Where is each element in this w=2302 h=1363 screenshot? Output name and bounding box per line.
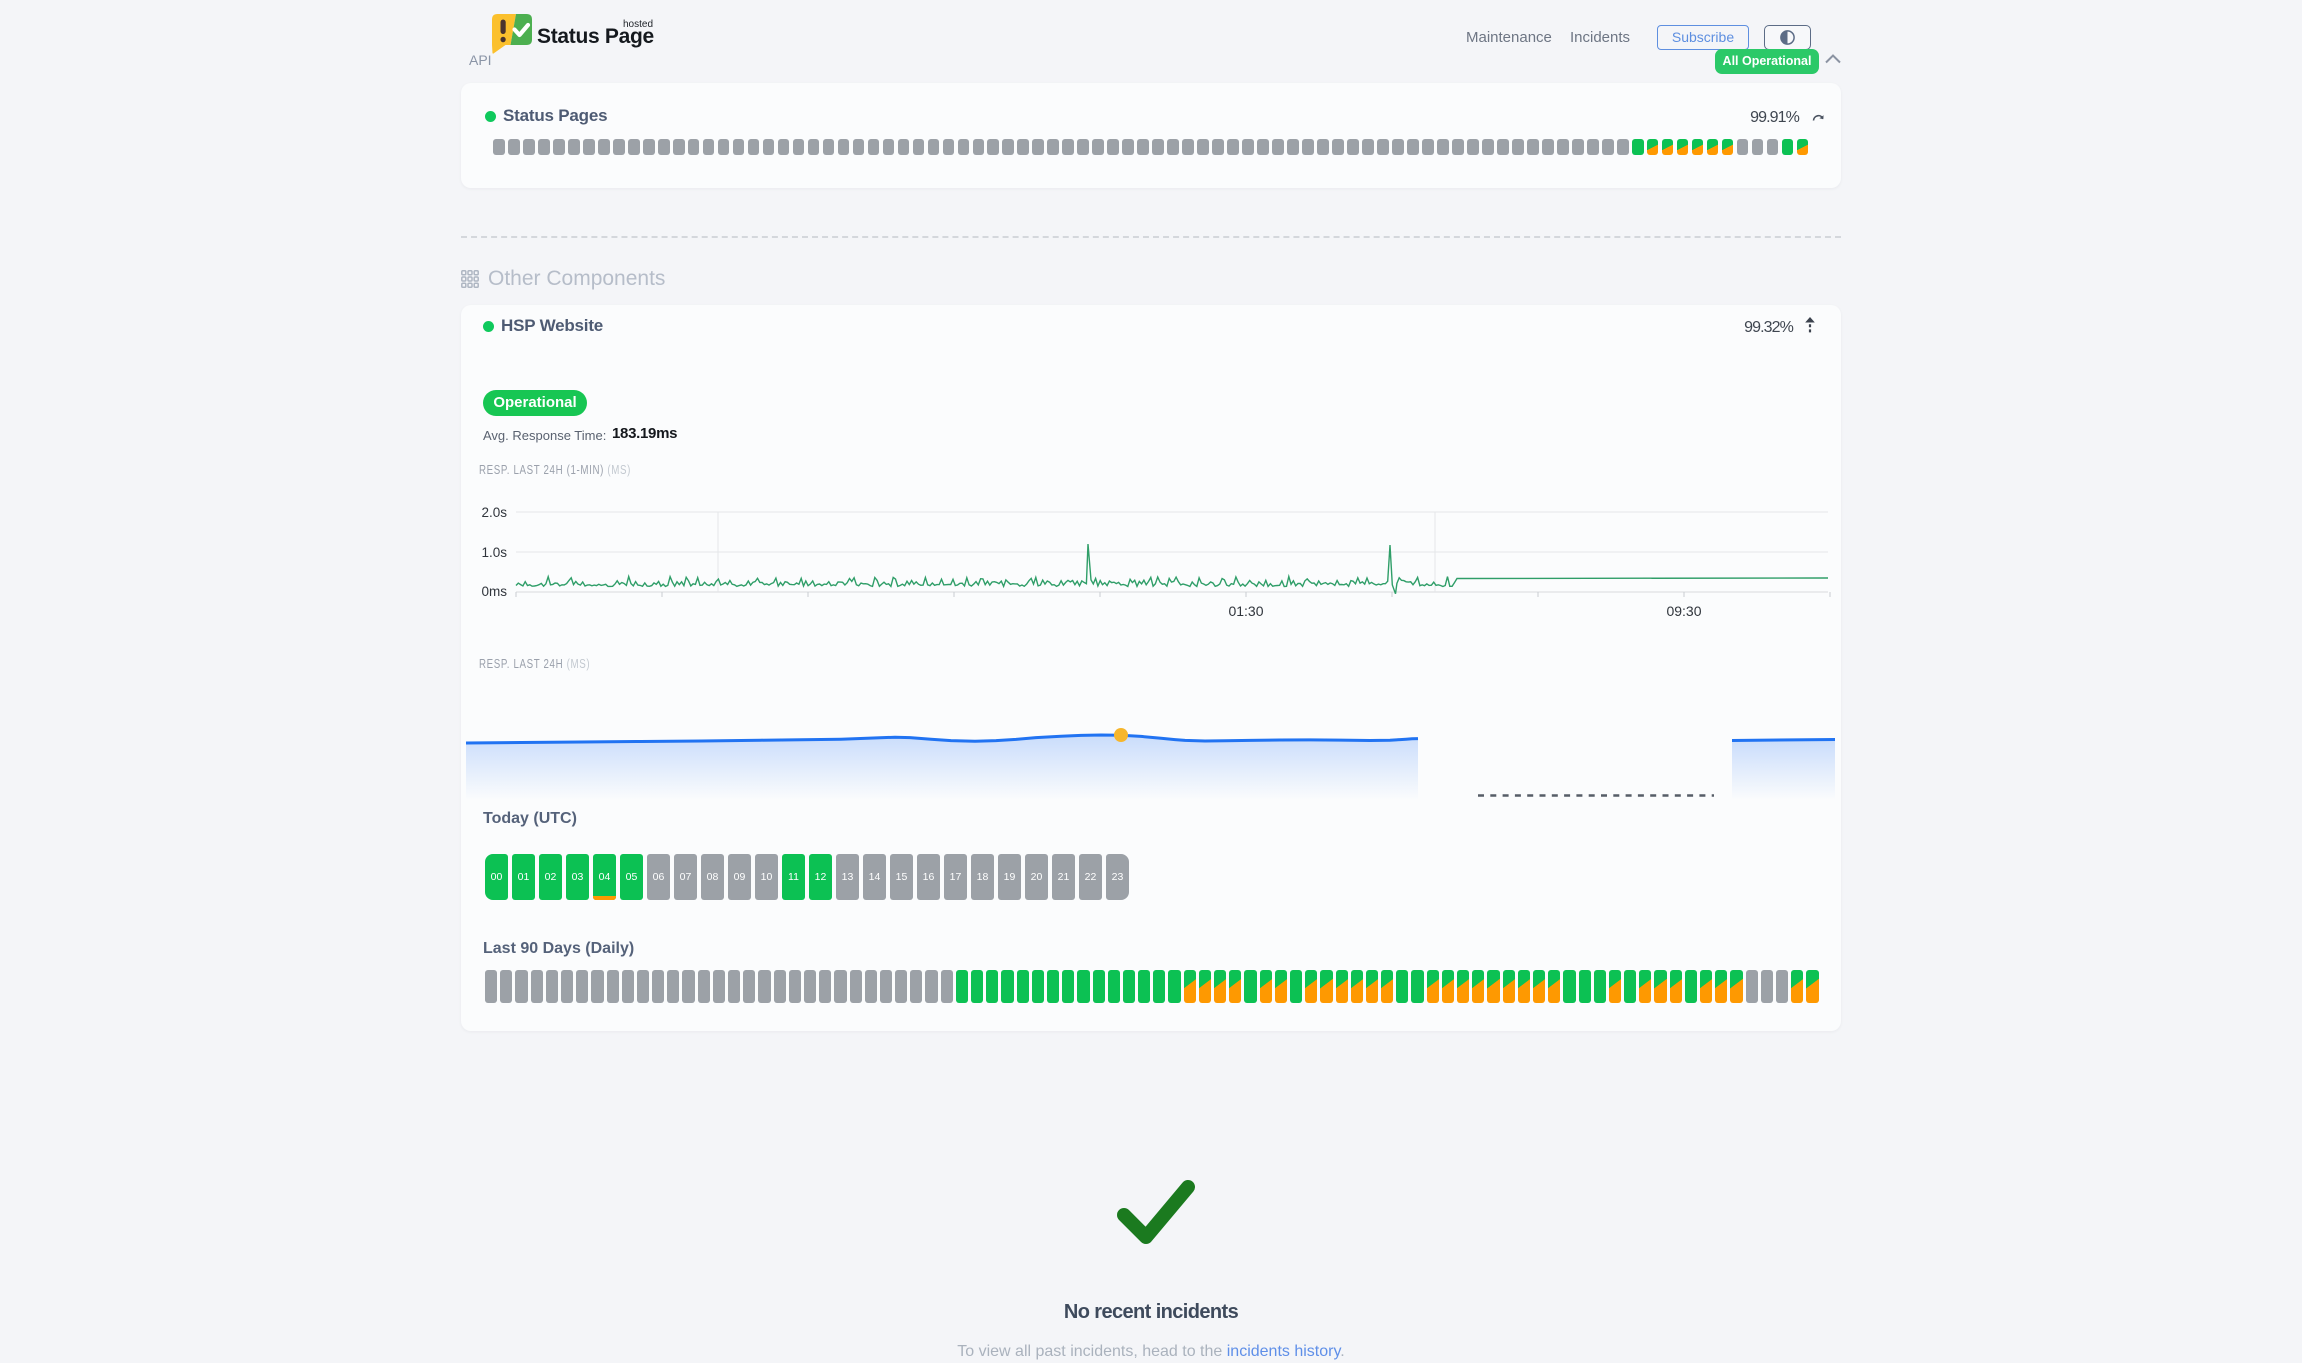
svg-text:09:30: 09:30 [1666, 603, 1701, 619]
svg-text:2.0s: 2.0s [481, 505, 507, 520]
svg-text:1.0s: 1.0s [481, 545, 507, 560]
svg-text:0ms: 0ms [481, 584, 507, 599]
svg-text:01:30: 01:30 [1228, 603, 1263, 619]
